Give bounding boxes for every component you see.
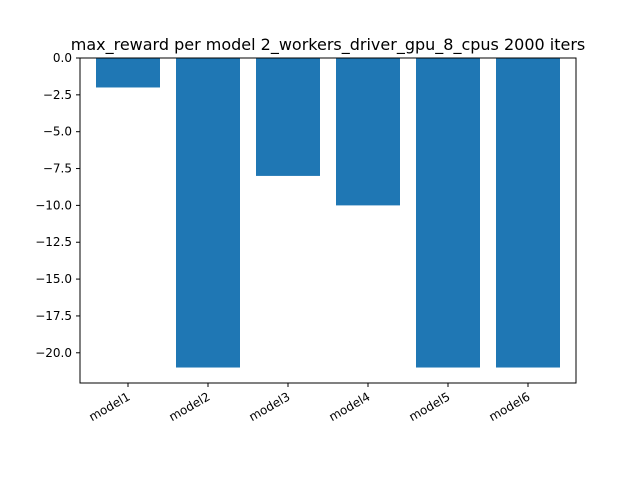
- y-tick-label: 0.0: [53, 51, 72, 65]
- y-tick-label: −2.5: [43, 88, 72, 102]
- x-tick-label: model2: [167, 389, 213, 424]
- x-axis: model1 model2 model3 model4 model5 model6: [87, 383, 533, 424]
- bar-model5: [416, 58, 480, 368]
- y-tick-label: −10.0: [35, 198, 72, 212]
- y-tick-label: −7.5: [43, 162, 72, 176]
- y-tick-label: −17.5: [35, 309, 72, 323]
- plot-frame: [79, 57, 577, 384]
- x-tick-label: model6: [487, 389, 533, 424]
- y-tick-label: −20.0: [35, 346, 72, 360]
- y-tick-label: −12.5: [35, 235, 72, 249]
- bar-model3: [256, 58, 320, 176]
- y-tick-label: −5.0: [43, 125, 72, 139]
- bar-model6: [496, 58, 560, 368]
- y-tick-label: −15.0: [35, 272, 72, 286]
- x-tick-label: model4: [327, 389, 373, 424]
- bar-model2: [176, 58, 240, 368]
- bar-model1: [96, 58, 160, 88]
- bars-group: [96, 58, 560, 368]
- bar-model4: [336, 58, 400, 206]
- x-tick-label: model3: [247, 389, 293, 424]
- x-tick-label: model1: [87, 389, 133, 424]
- x-tick-label: model5: [407, 389, 453, 424]
- chart-title: max_reward per model 2_workers_driver_gp…: [71, 35, 586, 55]
- y-axis: 0.0 −2.5 −5.0 −7.5 −10.0 −12.5 −15.0 −17.5 −20.0: [35, 51, 80, 360]
